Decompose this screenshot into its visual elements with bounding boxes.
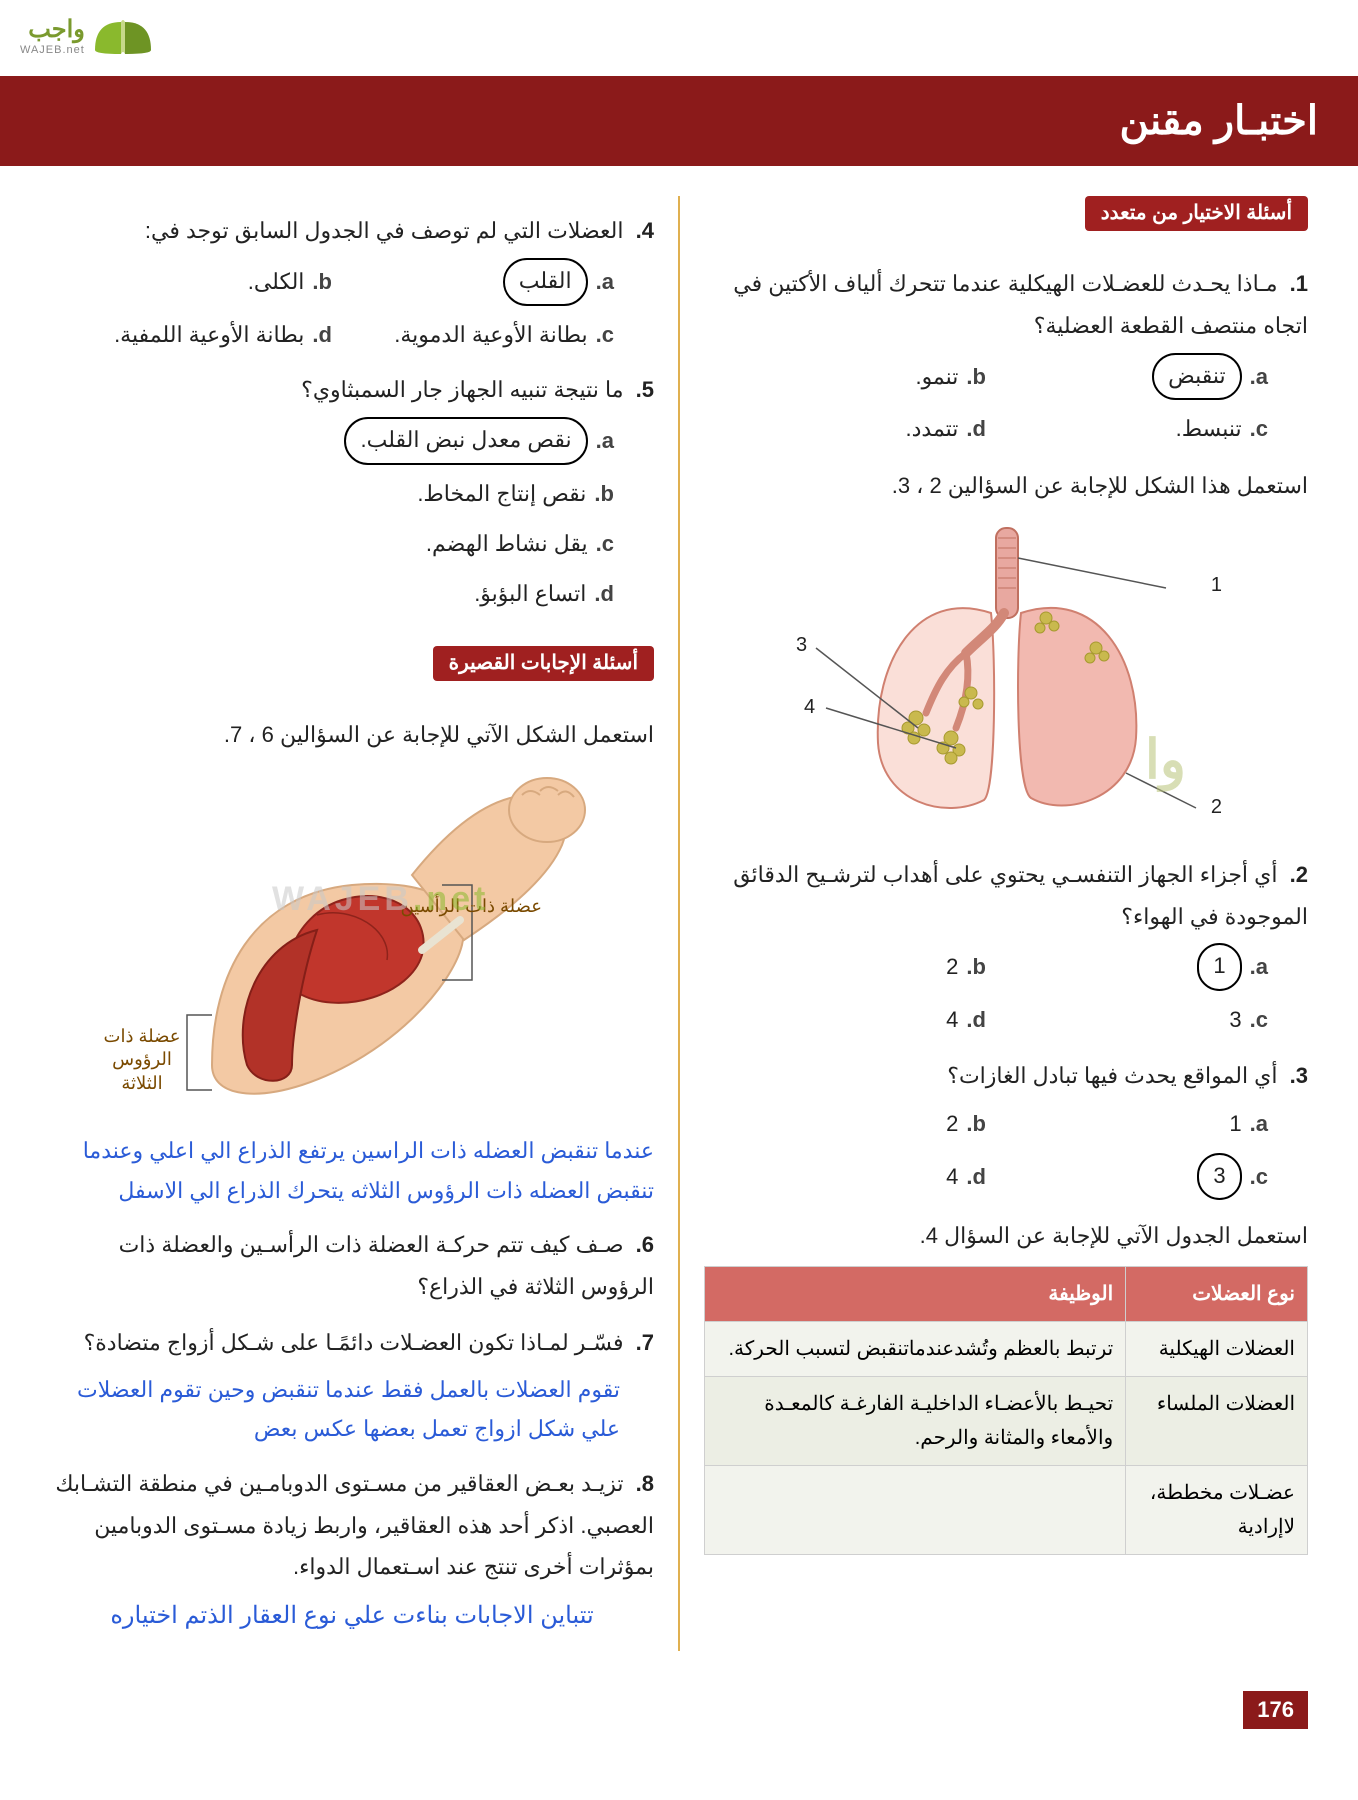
biceps-label: عضلة ذات الرأسين	[400, 895, 542, 918]
q3-opt-c[interactable]: c.3	[986, 1153, 1268, 1201]
fig-instr-23: استعمل هذا الشكل للإجابة عن السؤالين 2 ،…	[704, 466, 1308, 506]
top-bar: واجب WAJEB.net	[0, 0, 1358, 80]
question-3: 3. أي المواقع يحدث فيها تبادل الغازات؟ a…	[704, 1055, 1308, 1200]
question-4: 4. العضلات التي لم توصف في الجدول السابق…	[50, 210, 654, 355]
q3-opt-a[interactable]: a.1	[986, 1103, 1268, 1145]
right-column: أسئلة الاختيار من متعدد 1. مـاذا يحـدث ل…	[704, 196, 1308, 1651]
page-title: اختبـار مقنن	[0, 80, 1358, 166]
q2-options: a.1 b.2 c.3 d.4	[704, 943, 1268, 1041]
q2-opt-c[interactable]: c.3	[986, 999, 1268, 1041]
table-row: عضـلات مخططة، لاإرادية	[705, 1465, 1308, 1554]
q4-opt-a[interactable]: a.القلب	[332, 258, 614, 306]
fig-instr-67: استعمل الشكل الآتي للإجابة عن السؤالين 6…	[50, 715, 654, 755]
q5-opt-a[interactable]: a.نقص معدل نبض القلب.	[50, 417, 614, 465]
q1-num: 1.	[1290, 271, 1308, 296]
page-number: 176	[1243, 1691, 1308, 1729]
site-logo: واجب WAJEB.net	[20, 10, 153, 60]
lung-label-4: 4	[804, 696, 815, 719]
question-1: 1. مـاذا يحـدث للعضـلات الهيكلية عندما ت…	[704, 263, 1308, 450]
q3-options: a.1 b.2 c.3 d.4	[704, 1103, 1268, 1201]
q5-opt-b[interactable]: b.نقص إنتاج المخاط.	[50, 473, 614, 515]
q1-opt-c[interactable]: c.تنبسط.	[986, 408, 1268, 450]
question-6: 6. صـف كيف تتم حركـة العضلة ذات الرأسـين…	[50, 1224, 654, 1308]
q1-options: a.تنقبض b.تنمو. c.تنبسط. d.تتمدد.	[704, 353, 1268, 451]
th-function: الوظيفة	[705, 1266, 1126, 1321]
q5-opt-d[interactable]: d.اتساع البؤبؤ.	[50, 573, 614, 615]
q2-opt-d[interactable]: d.4	[704, 999, 986, 1041]
q7-answer: تقوم العضلات بالعمل فقط عندما تنقبض وحين…	[50, 1370, 620, 1449]
table-header-row: نوع العضلات الوظيفة	[705, 1266, 1308, 1321]
lung-figure: 1 2 3 4 وا	[796, 518, 1216, 838]
table-row: العضلات الهيكلية ترتبط بالعظم وتُشدعندما…	[705, 1321, 1308, 1376]
table-instr: استعمل الجدول الآتي للإجابة عن السؤال 4.	[704, 1216, 1308, 1256]
q1-text: مـاذا يحـدث للعضـلات الهيكلية عندما تتحر…	[733, 271, 1308, 338]
q3-opt-d[interactable]: d.4	[704, 1153, 986, 1201]
left-column: 4. العضلات التي لم توصف في الجدول السابق…	[50, 196, 654, 1651]
arm-figure: عضلة ذات الرأسين عضلة ذات الرؤوس الثلاثة…	[92, 765, 612, 1125]
book-icon	[93, 10, 153, 60]
q1-opt-a[interactable]: a.تنقبض	[986, 353, 1268, 401]
page-footer: 176	[0, 1681, 1358, 1769]
table-row: العضلات الملساء تحيـط بالأعضـاء الداخليـ…	[705, 1376, 1308, 1465]
q8-answer: تتباين الاجابات بناءت علي نوع العقار الذ…	[50, 1594, 654, 1637]
q2-opt-b[interactable]: b.2	[704, 943, 986, 991]
content-area: أسئلة الاختيار من متعدد 1. مـاذا يحـدث ل…	[0, 166, 1358, 1681]
question-5: 5. ما نتيجة تنبيه الجهاز جار السمبثاوي؟ …	[50, 369, 654, 614]
lung-label-2: 2	[1211, 796, 1222, 819]
q1-opt-b[interactable]: b.تنمو.	[704, 353, 986, 401]
lung-svg	[796, 518, 1216, 838]
q3-opt-b[interactable]: b.2	[704, 1103, 986, 1145]
muscle-table: نوع العضلات الوظيفة العضلات الهيكلية ترت…	[704, 1266, 1308, 1555]
arm-answer: عندما تنقبض العضله ذات الراسين يرتفع الذ…	[50, 1131, 654, 1210]
question-2: 2. أي أجزاء الجهاز التنفسـي يحتوي على أه…	[704, 854, 1308, 1041]
q1-opt-d[interactable]: d.تتمدد.	[704, 408, 986, 450]
logo-text-en: WAJEB.net	[20, 44, 85, 56]
logo-text-ar: واجب	[20, 15, 85, 44]
q4-options: a.القلب b.الكلى. c.بطانة الأوعية الدموية…	[50, 258, 614, 356]
question-7: 7. فسّـر لمـاذا تكون العضـلات دائمًـا عل…	[50, 1322, 654, 1364]
short-answer-heading: أسئلة الإجابات القصيرة	[433, 646, 654, 681]
column-divider	[678, 196, 680, 1651]
lung-label-1: 1	[1211, 574, 1222, 597]
q5-options: a.نقص معدل نبض القلب. b.نقص إنتاج المخاط…	[50, 417, 614, 614]
q2-opt-a[interactable]: a.1	[986, 943, 1268, 991]
th-type: نوع العضلات	[1126, 1266, 1308, 1321]
mcq-heading: أسئلة الاختيار من متعدد	[1085, 196, 1308, 231]
q4-opt-c[interactable]: c.بطانة الأوعية الدموية.	[332, 314, 614, 356]
lung-label-3: 3	[796, 634, 807, 657]
question-8: 8. تزيـد بعـض العقاقير من مسـتوى الدوبام…	[50, 1463, 654, 1588]
triceps-label: عضلة ذات الرؤوس الثلاثة	[92, 1025, 192, 1095]
q4-opt-d[interactable]: d.بطانة الأوعية اللمفية.	[50, 314, 332, 356]
q5-opt-c[interactable]: c.يقل نشاط الهضم.	[50, 523, 614, 565]
q4-opt-b[interactable]: b.الكلى.	[50, 258, 332, 306]
